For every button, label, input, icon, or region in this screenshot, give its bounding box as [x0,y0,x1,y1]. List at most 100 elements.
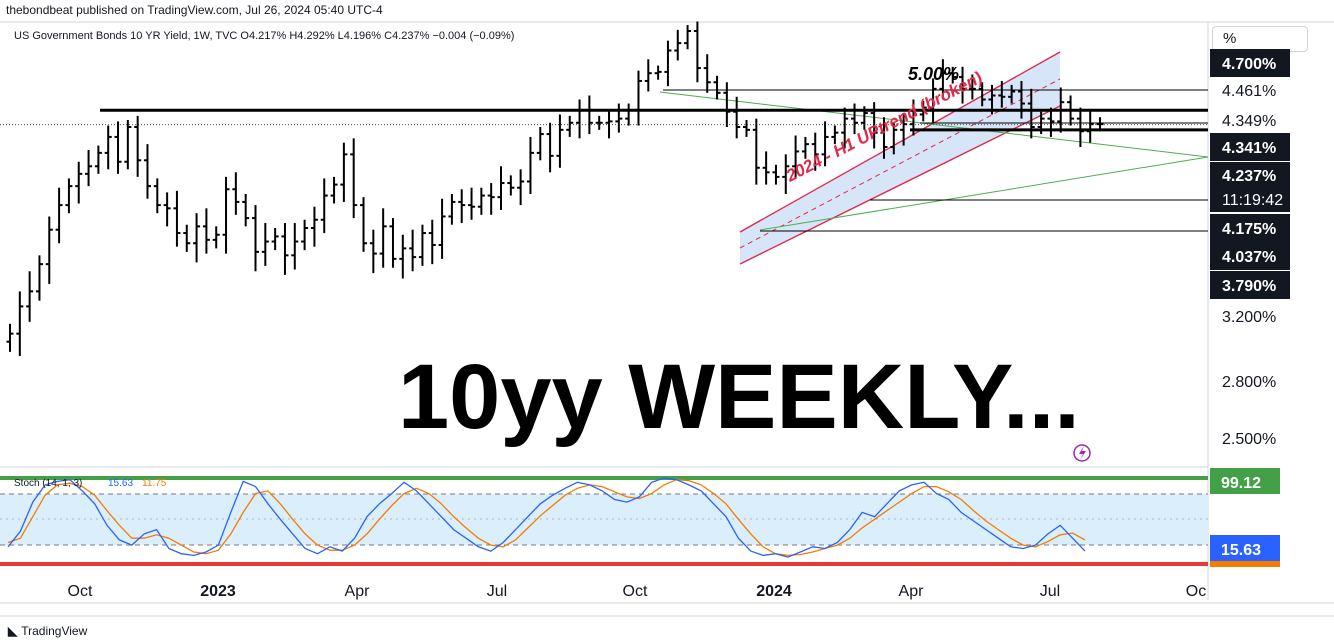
time-tick-label: Oct [68,583,93,600]
ohlc-bar [743,120,750,137]
ohlc-bar [547,123,554,173]
lightning-bolt-icon [1079,446,1086,460]
ohlc-bar [625,104,632,126]
time-tick-label: 2023 [200,583,236,600]
ohlc-bar [389,218,396,268]
tradingview-logo-icon: ◣ [8,624,17,638]
ohlc-bar [340,143,347,202]
ohlc-bar [429,220,436,264]
ohlc-bar [85,150,92,186]
ohlc-bar [115,121,122,173]
ohlc-bar [213,226,220,248]
price-tick-label: 4.700% [1222,56,1276,73]
ohlc-bar [291,223,298,269]
ohlc-bar [517,169,524,205]
time-tick-label: Apr [345,583,371,600]
ohlc-bar [556,114,563,167]
ohlc-bar [684,25,691,49]
ohlc-bar [36,255,43,300]
stoch-badge-d [1210,561,1280,567]
ohlc-bar [566,116,573,137]
ohlc-bar [527,137,534,194]
ohlc-bar [311,207,318,247]
time-tick-label: Oc [1186,583,1206,600]
stoch-k-value: 15.63 [108,478,133,489]
ohlc-bar [95,146,102,174]
ohlc-bar [714,76,721,100]
ohlc-bar [16,291,23,356]
ohlc-bar [56,188,63,244]
ohlc-bar [409,230,416,272]
time-tick-label: Oct [623,583,648,600]
channel-target-label: 5.00% [908,64,959,84]
price-tick-label: 4.237% [1222,168,1276,185]
ohlc-bar [272,228,279,250]
ohlc-bar [655,66,662,80]
ohlc-bar [331,177,338,204]
ohlc-bar [1087,109,1094,143]
ohlc-bar [232,172,239,215]
time-tick-label: Jul [1040,583,1060,600]
price-tick-label: 3.790% [1222,278,1276,295]
ohlc-bar [694,22,701,83]
ohlc-bar [75,162,82,204]
ohlc-bar [144,144,151,199]
ohlc-bar [576,99,583,138]
price-tick-label: 3.200% [1222,309,1276,326]
price-tick-label: 4.037% [1222,249,1276,266]
price-tick-label: 4.349% [1222,113,1276,130]
ohlc-bar [772,165,779,185]
ohlc-bar [360,197,367,252]
time-tick-label: Jul [487,583,507,600]
ohlc-bar [380,208,387,267]
ohlc-bar [173,191,180,247]
footer-brand: ◣ TradingView [8,624,87,638]
price-tick-label: 4.175% [1222,221,1276,238]
ohlc-bar [498,166,505,210]
ohlc-bar [645,59,652,91]
ohlc-bar [350,138,357,218]
ohlc-bar [458,189,465,223]
ohlc-bar [507,175,514,195]
ohlc-bar [370,230,377,273]
ohlc-bar [419,225,426,266]
ohlc-bar [183,225,190,252]
uptrend-channel-fill [740,52,1060,264]
price-tick-label: 2.500% [1222,431,1276,448]
ohlc-bar [399,235,406,279]
ohlc-bar [537,127,544,160]
ohlc-bar [704,54,711,93]
ohlc-bar [242,194,249,226]
ohlc-bar [105,126,112,170]
channel-mid-line [740,79,1060,248]
ohlc-bar [439,199,446,259]
stoch-badge-k-label: 15.63 [1221,542,1261,559]
ohlc-bar [664,41,671,87]
price-tick-label: 11:19:42 [1222,192,1283,209]
ohlc-bar [615,104,622,133]
ohlc-bar [193,213,200,262]
ohlc-bar [65,178,72,213]
stoch-title: Stoch (14, 1, 3) [14,478,82,489]
ohlc-bar [164,192,171,226]
time-tick-label: 2024 [756,583,792,600]
ohlc-bar [321,178,328,233]
ohlc-bar [301,220,308,250]
headline-text: 10yy WEEKLY... [398,346,1080,448]
ohlc-bar [753,119,760,185]
stoch-d-value: 11.75 [142,478,167,489]
ohlc-bar [252,205,259,271]
ohlc-bar [586,95,593,134]
stoch-badge-high-label: 99.12 [1221,475,1261,492]
ohlc-bar [635,71,642,126]
ohlc-bar [723,82,730,127]
price-tick-label: 2.800% [1222,374,1276,391]
ohlc-bar [7,324,14,352]
ohlc-bar [478,188,485,215]
ohlc-bar [154,178,161,213]
ohlc-bar [124,120,131,169]
ohlc-bar [763,151,770,184]
ohlc-bar [262,223,269,266]
ohlc-bar [448,194,455,225]
